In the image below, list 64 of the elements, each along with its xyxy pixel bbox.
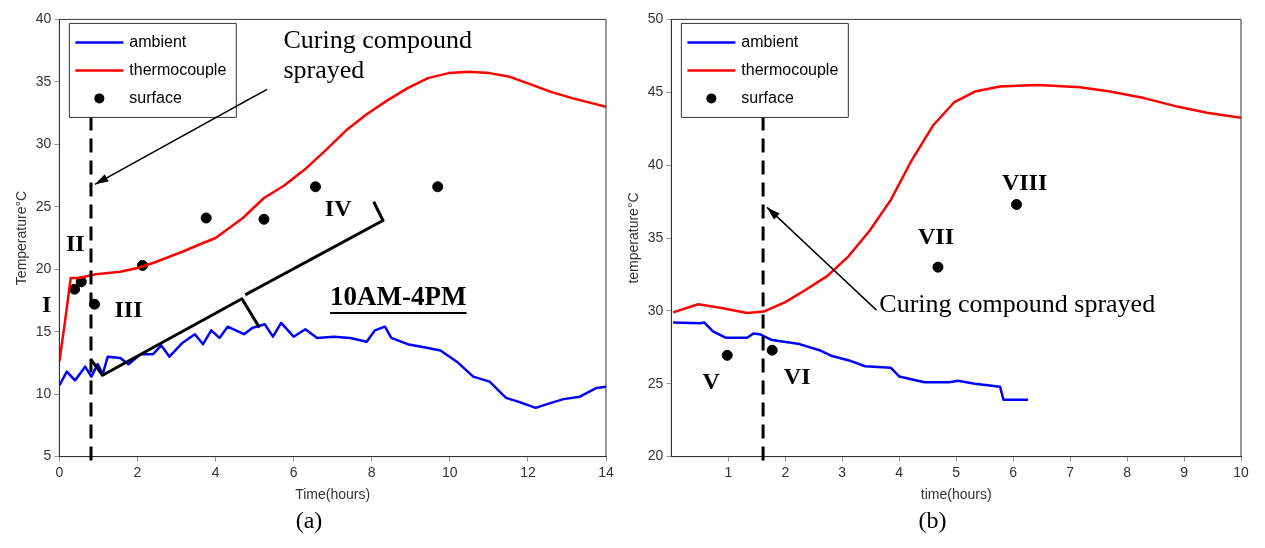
point xyxy=(258,213,270,225)
y-tick-label: 50 xyxy=(647,10,664,27)
x-tick-label: 6 xyxy=(289,463,298,480)
y-tick-label: 40 xyxy=(647,155,664,172)
annotation: IV xyxy=(324,194,353,221)
annotation: V xyxy=(702,367,721,394)
y-tick-label: 25 xyxy=(647,374,664,391)
annotation: Curing compound sprayed xyxy=(283,24,472,84)
y-tick-label: 5 xyxy=(43,447,52,464)
point xyxy=(432,181,444,193)
x-tick-label: 9 xyxy=(1180,463,1189,480)
annotation: III xyxy=(114,296,143,323)
legend-label: surface xyxy=(741,88,794,106)
y-tick-label: 30 xyxy=(647,301,664,318)
x-tick-label: 12 xyxy=(520,463,536,480)
annotation: II xyxy=(65,229,85,256)
y-tick-label: 30 xyxy=(35,135,52,152)
point xyxy=(200,212,212,224)
legend-label: thermocouple xyxy=(129,60,227,78)
point xyxy=(766,344,778,356)
y-tick-label: 35 xyxy=(647,228,664,245)
y-tick-label: 15 xyxy=(35,322,52,339)
y-tick-label: 10 xyxy=(35,385,52,401)
x-tick-label: 2 xyxy=(133,463,142,480)
annotation: VI xyxy=(783,363,811,390)
point xyxy=(932,261,944,273)
annotation: 10AM-4PM xyxy=(330,280,467,311)
point xyxy=(721,349,733,361)
x-tick-label: 1 xyxy=(724,463,733,480)
point xyxy=(310,181,322,193)
x-axis-title: time(hours) xyxy=(920,485,992,502)
legend-label: ambient xyxy=(129,32,187,50)
x-tick-label: 3 xyxy=(838,463,847,480)
legend-label: surface xyxy=(129,88,182,106)
y-tick-label: 45 xyxy=(647,83,664,100)
x-tick-label: 10 xyxy=(442,463,458,480)
annotation: Curing compound sprayed xyxy=(879,289,1156,319)
x-tick-label: 4 xyxy=(895,463,904,480)
legend-label: thermocouple xyxy=(741,60,839,78)
y-axis-title: temperature°C xyxy=(625,192,642,284)
text: (a) xyxy=(295,506,323,533)
text: (b) xyxy=(918,506,947,533)
x-tick-label: 4 xyxy=(211,463,220,480)
annotation: I xyxy=(41,291,52,318)
y-tick-label: 25 xyxy=(35,197,52,214)
y-tick-label: 40 xyxy=(35,10,52,27)
y-tick-label: 20 xyxy=(647,447,664,464)
x-tick-label: 10 xyxy=(1233,463,1249,480)
legend-label: ambient xyxy=(741,32,799,50)
point xyxy=(1011,198,1023,210)
x-tick-label: 2 xyxy=(781,463,790,480)
x-tick-label: 7 xyxy=(1066,463,1075,480)
y-tick-label: 35 xyxy=(35,72,52,89)
x-axis-title: Time(hours) xyxy=(295,485,371,502)
x-tick-label: 8 xyxy=(367,463,376,480)
annotation: VII xyxy=(917,223,954,250)
y-axis-title: Temperature°C xyxy=(13,190,30,286)
y-tick-label: 20 xyxy=(35,260,52,277)
x-tick-label: 5 xyxy=(952,463,961,480)
x-tick-label: 8 xyxy=(1123,463,1132,480)
x-tick-label: 14 xyxy=(598,463,614,480)
annotation: VIII xyxy=(1001,168,1048,195)
x-tick-label: 0 xyxy=(55,463,64,480)
x-tick-label: 6 xyxy=(1009,463,1018,480)
